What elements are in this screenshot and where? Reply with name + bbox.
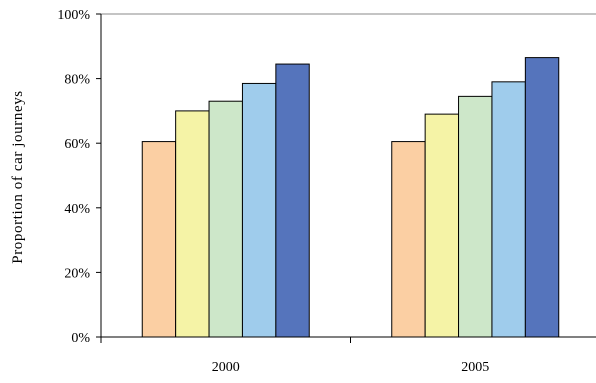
y-axis-label: Proportion of car journeys: [10, 90, 26, 263]
bar: [175, 110, 210, 338]
bar: [424, 113, 460, 338]
bar: [275, 63, 310, 338]
y-tick-labels: 0% 20% 40% 60% 80% 100%: [57, 8, 90, 346]
bars: [141, 57, 560, 338]
bar: [241, 82, 277, 338]
bar: [491, 81, 526, 338]
x-tick-label: 2005: [461, 360, 489, 375]
axes: [96, 13, 596, 343]
bar: [524, 57, 560, 338]
y-tick-label: 20%: [64, 266, 90, 281]
bar: [141, 141, 177, 338]
y-tick-label: 100%: [57, 8, 90, 23]
y-tick-label: 60%: [64, 137, 90, 152]
bar: [458, 95, 493, 338]
y-tick-label: 0%: [71, 331, 90, 346]
bar: [208, 100, 243, 338]
y-tick-label: 80%: [64, 73, 90, 88]
x-tick-labels: 2000 2005: [212, 360, 490, 375]
x-tick-label: 2000: [212, 360, 240, 375]
y-tick-label: 40%: [64, 202, 90, 217]
bar: [391, 141, 426, 338]
